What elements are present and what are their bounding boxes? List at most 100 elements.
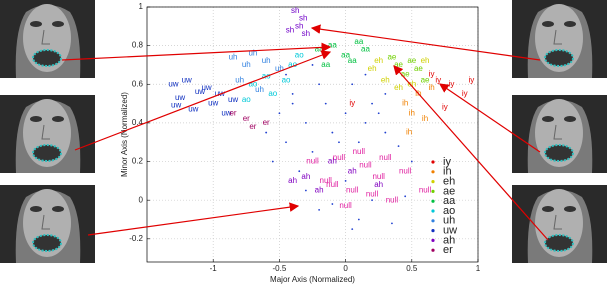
data-point-label: er xyxy=(249,122,256,131)
y-axis-label: Minor Axis (Normalized) xyxy=(120,92,129,177)
data-point-label: null xyxy=(346,186,359,195)
data-point-label: uh xyxy=(242,60,251,69)
data-point-label: ah xyxy=(315,186,324,195)
data-point-label: iy xyxy=(468,76,474,85)
data-point xyxy=(365,122,367,124)
legend-marker xyxy=(431,219,434,222)
data-point-label: null xyxy=(419,186,432,195)
data-point-label: ao xyxy=(268,89,277,98)
data-point-label: ih xyxy=(406,128,412,137)
data-point xyxy=(298,170,300,172)
data-point-label: ih xyxy=(409,108,415,117)
data-point-label: eh xyxy=(374,56,383,65)
data-point xyxy=(384,132,386,134)
legend-marker xyxy=(431,170,434,173)
data-point xyxy=(305,122,307,124)
data-point xyxy=(292,93,294,95)
y-tick-label: 0 xyxy=(139,195,144,204)
y-tick-label: 0.8 xyxy=(132,41,144,50)
data-point xyxy=(285,74,287,76)
data-point xyxy=(378,112,380,114)
data-point-label: ao xyxy=(295,50,304,59)
y-tick-label: 1 xyxy=(139,2,144,11)
data-point xyxy=(272,161,274,163)
data-point-label: uh xyxy=(255,85,264,94)
data-point-label: uh xyxy=(229,52,238,61)
data-point-label: uw xyxy=(201,83,211,92)
data-point-label: aa xyxy=(328,41,337,50)
data-point xyxy=(318,83,320,85)
data-point xyxy=(331,203,333,205)
data-point xyxy=(365,74,367,76)
y-tick-label: 0.6 xyxy=(132,79,144,88)
data-point-label: eh xyxy=(368,64,377,73)
data-point-label: null xyxy=(306,157,319,166)
data-point-label: ao xyxy=(242,95,251,104)
data-point-label: uh xyxy=(262,56,271,65)
data-point xyxy=(265,132,267,134)
data-point-label: er xyxy=(229,108,236,117)
data-point-label: ao xyxy=(282,76,291,85)
x-tick-label: 0 xyxy=(343,264,348,273)
data-point-label: uw xyxy=(228,95,238,104)
data-point-label: ih xyxy=(402,99,408,108)
data-point xyxy=(404,195,406,197)
data-point-label: uw xyxy=(168,79,178,88)
data-point-label: null xyxy=(353,147,366,156)
data-point-label: uw xyxy=(208,99,218,108)
data-point-label: iy xyxy=(429,70,435,79)
y-tick-label: -0.2 xyxy=(129,234,143,243)
data-point-label: aa xyxy=(348,56,357,65)
data-point xyxy=(351,83,353,85)
data-point-label: ih xyxy=(422,114,428,123)
data-point-label: ae xyxy=(401,70,410,79)
data-point-label: ah xyxy=(288,176,297,185)
data-point-label: aa xyxy=(361,45,370,54)
legend-marker xyxy=(431,229,434,232)
data-point-label: null xyxy=(372,172,385,181)
x-tick-label: -1 xyxy=(210,264,218,273)
data-point-label: ae xyxy=(421,76,430,85)
data-point xyxy=(411,161,413,163)
data-point-label: er xyxy=(263,118,270,127)
data-point-label: iy xyxy=(442,103,448,112)
legend-marker xyxy=(431,249,434,252)
data-point-label: null xyxy=(399,166,412,175)
data-point-label: iy xyxy=(462,89,468,98)
data-point-label: uw xyxy=(215,89,225,98)
data-point-label: eh xyxy=(394,83,403,92)
legend-marker xyxy=(431,239,434,242)
data-point-label: null xyxy=(359,161,372,170)
data-point xyxy=(358,219,360,221)
data-point xyxy=(279,112,281,114)
data-point xyxy=(384,93,386,95)
legend-marker xyxy=(431,160,434,163)
data-point-label: null xyxy=(333,153,346,162)
legend-marker xyxy=(431,190,434,193)
y-tick-label: 0.2 xyxy=(132,157,144,166)
data-point-label: iy xyxy=(449,79,455,88)
data-point-label: uw xyxy=(171,101,181,110)
data-point xyxy=(391,222,393,224)
legend-marker xyxy=(431,200,434,203)
data-point xyxy=(338,141,340,143)
data-point xyxy=(371,199,373,201)
legend-marker xyxy=(431,180,434,183)
legend-marker xyxy=(431,209,434,212)
data-point-label: ah xyxy=(374,180,383,189)
data-point-label: eh xyxy=(407,79,416,88)
data-point-label: uh xyxy=(235,76,244,85)
data-point xyxy=(292,103,294,105)
data-point-label: sh xyxy=(302,29,310,38)
data-point xyxy=(345,112,347,114)
data-point xyxy=(371,103,373,105)
data-point xyxy=(331,132,333,134)
data-point xyxy=(325,103,327,105)
data-point-label: aa xyxy=(321,60,330,69)
data-point xyxy=(312,64,314,66)
data-point xyxy=(312,151,314,153)
data-point-label: null xyxy=(366,189,379,198)
data-point-label: eh xyxy=(381,76,390,85)
data-point xyxy=(285,141,287,143)
data-point-label: aa xyxy=(315,45,324,54)
